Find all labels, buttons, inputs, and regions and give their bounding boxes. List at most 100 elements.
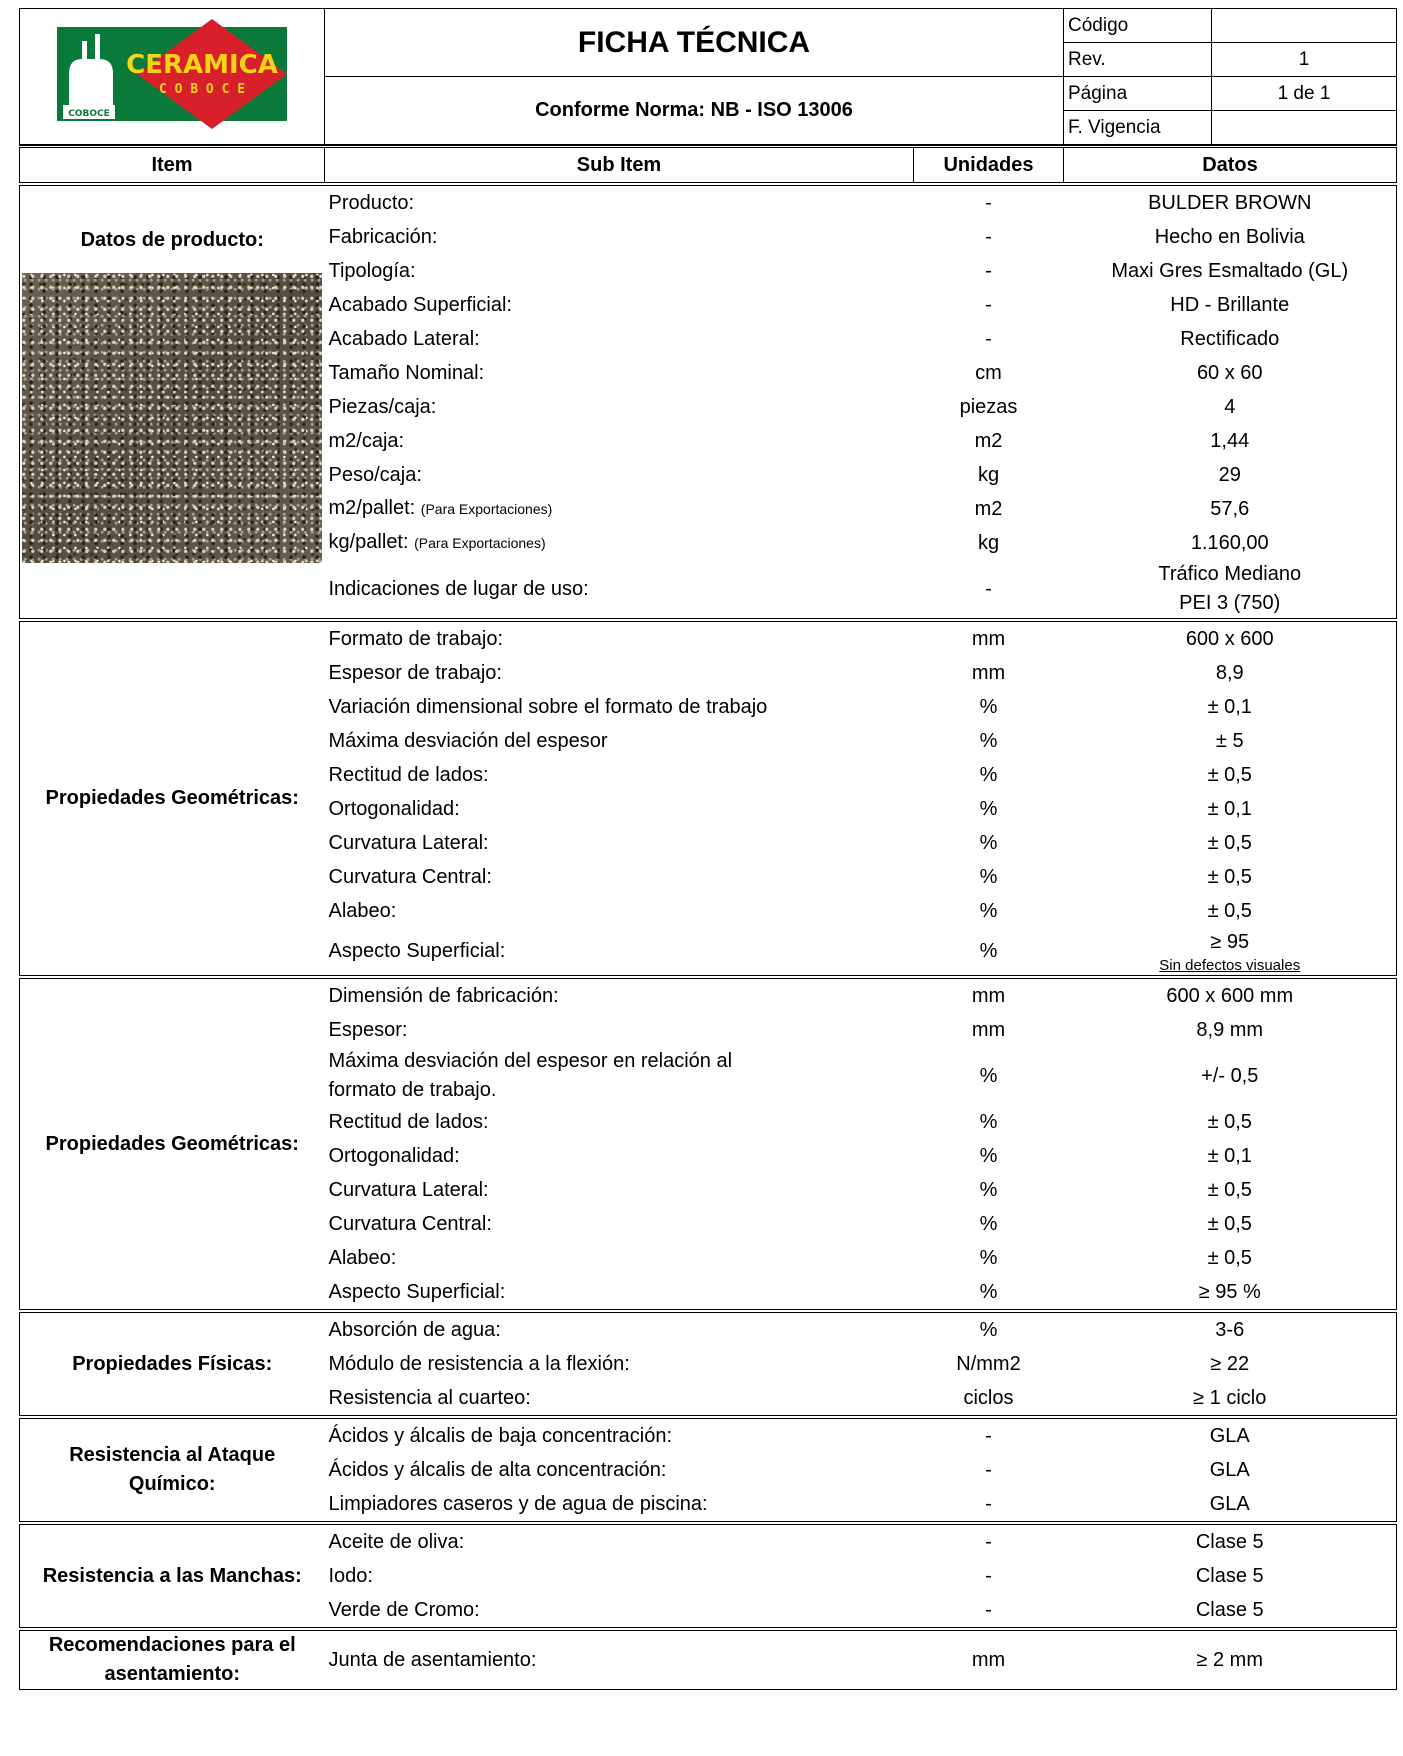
spec-row: Rectitud de lados:% ± 0,5 xyxy=(20,1105,1397,1139)
item-cell: Resistencia a las Manchas: xyxy=(19,1521,325,1629)
sub-item-cell: Ortogonalidad: xyxy=(325,1139,914,1173)
unit: % xyxy=(979,1064,998,1087)
value-cell: 60 x 60 xyxy=(1064,356,1397,390)
spec-row: kg/pallet: (Para Exportaciones) kg 1.160,0… xyxy=(20,526,1397,560)
unit: - xyxy=(985,327,992,350)
value-cell: ± 0,5 xyxy=(1064,826,1397,860)
spec-row: Acabado Superficial: - HD - Brillante xyxy=(20,288,1397,322)
value: 60 x 60 xyxy=(1196,361,1263,384)
item-cell: Datos de producto: xyxy=(20,186,325,620)
spec-row: Curvatura Lateral:% ± 0,5 xyxy=(20,826,1397,860)
spec-row: Módulo de resistencia a la flexión: N/mm2… xyxy=(20,1347,1397,1381)
sub-item: Aspecto Superficial: xyxy=(328,940,506,962)
unit: % xyxy=(979,763,998,786)
spec-row: Recomendaciones para el asentamiento: Jun… xyxy=(19,1627,1397,1690)
sub-item: Curvatura Lateral: xyxy=(328,1178,489,1201)
sub-item: Producto: xyxy=(328,191,415,214)
sub-item: Verde de Cromo: xyxy=(328,1598,480,1621)
unit-cell: % xyxy=(914,1241,1064,1275)
value: 57,6 xyxy=(1210,497,1250,520)
sub-item-cell: m2/pallet: (Para Exportaciones) xyxy=(325,492,914,526)
sub-item: Ácidos y álcalis de baja concentración: xyxy=(328,1424,673,1447)
value-cell: 4 xyxy=(1064,390,1397,424)
value: 1,44 xyxy=(1210,429,1250,452)
sub-item-cell: Junta de asentamiento: xyxy=(324,1627,914,1690)
unit-cell: - xyxy=(914,254,1064,288)
item-cell: Propiedades Geométricas: xyxy=(19,618,325,977)
sub-item-cell: Ácidos y álcalis de baja concentración: xyxy=(324,1415,914,1453)
value: ≥ 1 ciclo xyxy=(1193,1386,1267,1409)
value: 8,9 mm xyxy=(1196,1018,1264,1041)
item-label: Recomendaciones para el asentamiento: xyxy=(48,1634,296,1685)
unit-cell: % xyxy=(913,1309,1064,1347)
spec-row: Alabeo:% ± 0,5 xyxy=(20,1241,1397,1275)
spec-row: Ácidos y álcalis de alta concentración: -… xyxy=(20,1453,1397,1487)
value: 600 x 600 xyxy=(1185,627,1274,650)
unit: mm xyxy=(971,984,1006,1007)
value: 8,9 xyxy=(1215,661,1244,684)
value: ≥ 22 xyxy=(1210,1352,1250,1375)
unit: % xyxy=(979,831,998,854)
sub-item: Aceite de oliva: xyxy=(328,1530,465,1553)
unit-cell: - xyxy=(913,1415,1064,1453)
value: Hecho en Bolivia xyxy=(1154,225,1305,248)
sub-item-cell: Alabeo: xyxy=(325,894,914,928)
value-cell: ± 0,5 xyxy=(1064,1207,1397,1241)
value: ± 0,5 xyxy=(1207,865,1252,888)
value-cell: BULDER BROWN xyxy=(1064,186,1397,220)
sub-item-cell: Máxima desviación del espesor xyxy=(325,724,914,758)
spec-row: Ortogonalidad:% ± 0,1 xyxy=(20,1139,1397,1173)
spec-row: Resistencia al cuarteo: ciclos ≥ 1 ciclo xyxy=(20,1381,1397,1417)
unit: mm xyxy=(971,1018,1006,1041)
sub-item-cell: m2/caja: xyxy=(325,424,914,458)
value-cell: 8,9 xyxy=(1064,656,1397,690)
unit-cell: kg xyxy=(914,526,1064,560)
sub-item-cell: Ortogonalidad: xyxy=(325,792,914,826)
unit: % xyxy=(979,1280,998,1303)
sub-item-cell: Aspecto Superficial: xyxy=(325,928,914,977)
unit-cell: % xyxy=(914,826,1064,860)
unit-cell: % xyxy=(914,758,1064,792)
sub-item: Espesor: xyxy=(328,1018,408,1041)
item-cell: Propiedades Geométricas: xyxy=(19,975,325,1311)
sub-item-cell: Fabricación: xyxy=(325,220,914,254)
sub-item-note: (Para Exportaciones) xyxy=(420,501,553,517)
sub-item: Ácidos y álcalis de alta concentración: xyxy=(328,1458,667,1481)
unit-cell: % xyxy=(914,792,1064,826)
value-cell: ± 0,1 xyxy=(1064,1139,1397,1173)
unit: - xyxy=(985,225,992,248)
sub-item: Junta de asentamiento: xyxy=(328,1648,537,1671)
sub-item: Resistencia al cuarteo: xyxy=(328,1386,531,1409)
value: Clase 5 xyxy=(1195,1564,1264,1587)
sub-item-note: (Para Exportaciones) xyxy=(414,535,546,551)
unit-cell: - xyxy=(914,288,1064,322)
column-title: Sub Item xyxy=(324,145,914,186)
sub-item-cell: Rectitud de lados: xyxy=(325,1105,914,1139)
sub-item-cell: Acabado Superficial: xyxy=(325,288,914,322)
sub-item-cell: Tamaño Nominal: xyxy=(325,356,914,390)
sub-item: Fabricación: xyxy=(328,225,438,248)
sub-item-cell: Verde de Cromo: xyxy=(325,1593,914,1629)
sub-item-cell: Ácidos y álcalis de alta concentración: xyxy=(325,1453,914,1487)
value-cell: ≥ 1 ciclo xyxy=(1064,1381,1397,1417)
spec-row: Aspecto Superficial:% ≥ 95 Sin defectos vi… xyxy=(20,928,1397,977)
value: ± 0,5 xyxy=(1207,1212,1252,1235)
sub-item: Alabeo: xyxy=(328,899,397,922)
sub-item: Acabado Superficial: xyxy=(328,293,512,316)
sub-item: Limpiadores caseros y de agua de piscina… xyxy=(328,1492,708,1515)
value-cell: ≥ 2 mm xyxy=(1063,1627,1397,1690)
unit-cell: % xyxy=(914,1105,1064,1139)
value-cell: Rectificado xyxy=(1064,322,1397,356)
spec-row: Tamaño Nominal: cm 60 x 60 xyxy=(20,356,1397,390)
spec-row: Alabeo:% ± 0,5 xyxy=(20,894,1397,928)
unit-cell: % xyxy=(914,1275,1064,1311)
logo-mark xyxy=(69,33,113,109)
sub-item-cell: Espesor de trabajo: xyxy=(325,656,914,690)
logo-badge xyxy=(63,104,115,119)
spec-row: Rectitud de lados:% ± 0,5 xyxy=(20,758,1397,792)
sub-item-cell: Máxima desviación del espesor en relació… xyxy=(325,1047,914,1105)
sub-item-cell: Resistencia al cuarteo: xyxy=(325,1381,914,1417)
unit-cell: % xyxy=(914,894,1064,928)
unit: - xyxy=(985,1530,992,1553)
unit-cell: mm xyxy=(914,1013,1064,1047)
